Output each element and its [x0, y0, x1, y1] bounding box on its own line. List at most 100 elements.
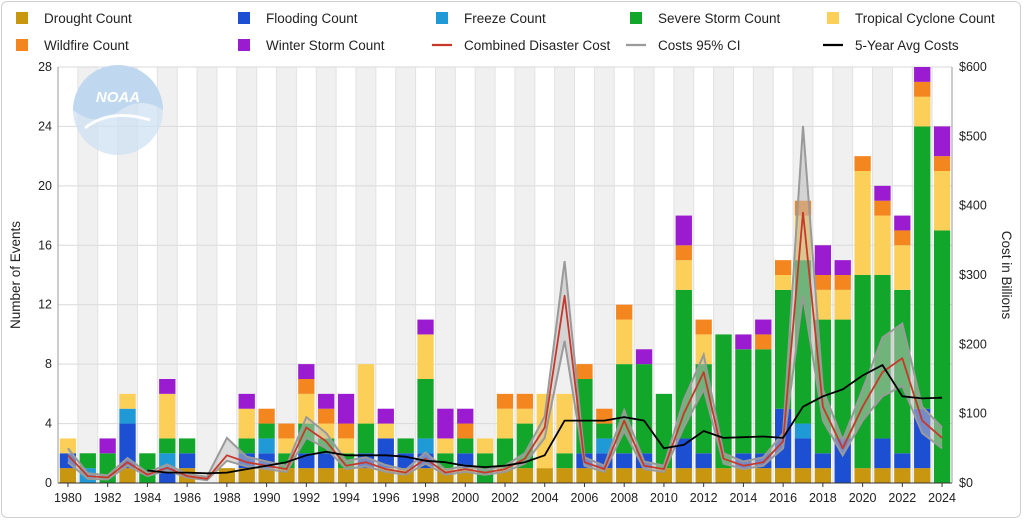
bar-wildfire-count-2015 [755, 334, 772, 350]
legend-item-tropical-cyclone-count: Tropical Cyclone Count [827, 11, 995, 26]
bar-severe-storm-count-1997 [397, 438, 414, 454]
bar-tropical-cyclone-count-2021 [874, 215, 891, 275]
bar-flooding-count-1996 [377, 438, 394, 469]
legend-swatch [238, 12, 250, 24]
bar-drought-count-1994 [337, 468, 355, 483]
column-shade [117, 67, 138, 483]
x-tick-label: 1988 [213, 491, 241, 505]
legend-label: Drought Count [44, 11, 132, 26]
legend-label: Combined Disaster Cost [464, 38, 611, 53]
bar-tropical-cyclone-count-1998 [417, 334, 434, 379]
bar-wildfire-count-2006 [576, 364, 593, 379]
y-left-tick-label: 28 [38, 60, 52, 74]
bar-wildfire-count-1993 [318, 408, 335, 424]
bar-drought-count-1993 [318, 468, 335, 483]
legend-label: 5-Year Avg Costs [855, 38, 959, 53]
bar-tropical-cyclone-count-2002 [496, 408, 514, 439]
column-shade [435, 67, 456, 483]
legend-label: Severe Storm Count [658, 11, 781, 26]
bar-drought-count-2022 [894, 468, 911, 483]
bar-winter-storm-count-2014 [735, 334, 752, 350]
bar-tropical-cyclone-count-1999 [437, 438, 454, 454]
bar-severe-storm-count-2024 [933, 230, 951, 483]
x-tick-label: 2012 [690, 491, 718, 505]
bar-drought-count-2020 [854, 468, 871, 483]
x-tick-label: 2018 [809, 491, 837, 505]
bar-freeze-count-2007 [596, 438, 613, 454]
bar-severe-storm-count-2001 [476, 453, 494, 483]
bar-drought-count-1980 [59, 468, 77, 483]
y-left-tick-label: 20 [38, 179, 52, 193]
column-shade [316, 67, 337, 483]
bar-drought-count-2008 [616, 468, 633, 483]
y-left-axis-title: Number of Events [8, 221, 23, 329]
bar-drought-count-2021 [874, 468, 891, 483]
bar-drought-count-1992 [298, 468, 315, 483]
bar-drought-count-2009 [635, 468, 653, 483]
bar-tropical-cyclone-count-2001 [476, 438, 494, 454]
bar-drought-count-2005 [556, 468, 573, 483]
x-tick-label: 1982 [94, 491, 122, 505]
bar-drought-count-2023 [914, 468, 931, 483]
bar-drought-count-2017 [794, 468, 812, 483]
bar-severe-storm-count-2019 [834, 319, 851, 439]
legend-swatch [238, 39, 250, 51]
bar-tropical-cyclone-count-2018 [814, 289, 832, 320]
bar-tropical-cyclone-count-1992 [298, 393, 315, 424]
column-shade [276, 67, 297, 483]
bar-flooding-count-1993 [318, 453, 335, 469]
bar-wildfire-count-2008 [616, 304, 633, 320]
bar-severe-storm-count-2013 [715, 334, 732, 469]
y-left-tick-label: 0 [45, 476, 52, 490]
y-right-axis-title: Cost in Billions [999, 231, 1014, 320]
bar-tropical-cyclone-count-2019 [834, 289, 851, 320]
bar-severe-storm-count-2002 [496, 438, 514, 469]
bar-drought-count-2012 [695, 468, 712, 483]
bar-wildfire-count-2003 [516, 393, 534, 409]
bar-winter-storm-count-1993 [318, 393, 335, 409]
bar-tropical-cyclone-count-2008 [616, 319, 633, 365]
bar-freeze-count-1990 [258, 438, 275, 454]
column-shade [236, 67, 257, 483]
legend-item-5-year-avg-costs: 5-Year Avg Costs [823, 38, 959, 53]
legend-label: Costs 95% CI [658, 38, 741, 53]
bar-tropical-cyclone-count-2024 [933, 171, 951, 231]
bar-wildfire-count-1990 [258, 408, 275, 424]
x-tick-label: 2006 [571, 491, 599, 505]
y-left-tick-label: 4 [45, 417, 52, 431]
bar-flooding-count-2022 [894, 453, 911, 469]
x-tick-label: 2016 [769, 491, 797, 505]
legend-swatch [16, 39, 28, 51]
bar-wildfire-count-2022 [894, 230, 911, 246]
cost-lines [67, 211, 943, 480]
x-tick-label: 2022 [888, 491, 916, 505]
bar-wildfire-count-2020 [854, 156, 871, 171]
bar-drought-count-1998 [417, 468, 434, 483]
bar-severe-storm-count-2014 [735, 349, 752, 454]
x-tick-label: 1980 [54, 491, 82, 505]
y-left-tick-label: 8 [45, 357, 52, 371]
bar-winter-storm-count-1985 [159, 379, 176, 394]
bar-drought-count-1988 [218, 468, 236, 483]
bar-freeze-count-1985 [159, 453, 176, 469]
bar-tropical-cyclone-count-2005 [556, 393, 573, 454]
legend-label: Tropical Cyclone Count [855, 11, 995, 26]
bar-drought-count-2004 [536, 468, 553, 483]
bar-tropical-cyclone-count-1994 [337, 438, 355, 454]
bar-tropical-cyclone-count-1980 [59, 438, 77, 454]
bar-severe-storm-count-2007 [596, 423, 613, 439]
legend-label: Winter Storm Count [266, 38, 385, 53]
svg-text:NOAA: NOAA [96, 89, 140, 106]
bar-winter-storm-count-1998 [417, 319, 434, 335]
bar-severe-storm-count-2023 [914, 126, 931, 409]
column-shade [594, 67, 615, 483]
x-tick-label: 1986 [173, 491, 201, 505]
bar-winter-storm-count-1996 [377, 408, 394, 424]
bar-tropical-cyclone-count-2003 [516, 408, 534, 424]
bar-wildfire-count-2024 [933, 156, 951, 171]
bar-flooding-count-2017 [794, 438, 812, 469]
bar-flooding-count-2021 [874, 438, 891, 469]
bar-tropical-cyclone-count-2023 [914, 96, 931, 127]
